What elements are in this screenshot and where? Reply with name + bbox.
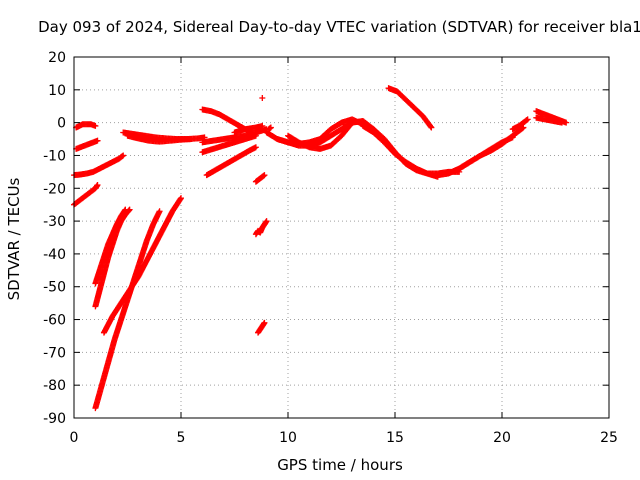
y-tick-label: -40 (43, 247, 66, 263)
series-arc-15 (231, 122, 266, 136)
y-tick-label: -20 (43, 181, 66, 197)
data-point (156, 208, 163, 215)
data-point (261, 319, 268, 326)
data-point (259, 95, 266, 102)
series-arc-01 (73, 121, 99, 131)
x-axis-label: GPS time / hours (277, 456, 403, 474)
axis-ticks: 0 5 10 15 20 25 -90 -80 -70 -60 -50 -40 -30 -20 -10 0 10… (43, 50, 618, 446)
series-arc-19 (359, 122, 441, 180)
series-arc-29 (259, 95, 266, 102)
y-tick-label: -80 (43, 378, 66, 394)
y-tick-label: -90 (43, 411, 66, 427)
x-tick-label: 25 (600, 430, 618, 446)
y-tick-label: 20 (48, 50, 66, 66)
x-tick-label: 0 (70, 430, 79, 446)
series-arc-25 (533, 114, 565, 126)
series-arc-22 (445, 124, 527, 177)
data-point (523, 117, 530, 124)
data-markers (71, 85, 570, 412)
data-point (259, 122, 266, 129)
data-point (252, 132, 259, 139)
data-point (428, 124, 435, 131)
grid (74, 57, 609, 418)
series-arc-08 (100, 195, 184, 336)
series-arc-13 (199, 132, 259, 156)
y-tick-label: -60 (43, 313, 66, 329)
data-point (125, 207, 132, 214)
plot-frame (73, 56, 610, 419)
y-tick-label: -50 (43, 280, 66, 296)
data-point (558, 119, 565, 126)
chart-title: Day 093 of 2024, Sidereal Day-to-day VTE… (38, 18, 640, 36)
series-arc-10 (124, 132, 195, 145)
x-tick-label: 5 (177, 430, 186, 446)
y-tick-label: -10 (43, 148, 66, 164)
y-tick-label: 0 (57, 116, 66, 132)
data-point (524, 116, 531, 123)
x-tick-label: 20 (493, 430, 511, 446)
x-tick-label: 10 (279, 430, 297, 446)
y-tick-label: -70 (43, 345, 66, 361)
data-point (120, 152, 127, 159)
data-point (126, 206, 133, 213)
data-point (252, 144, 259, 151)
series-arc-28 (252, 172, 268, 185)
series-arc-12 (199, 126, 270, 146)
data-point (119, 153, 126, 160)
data-point (263, 218, 270, 225)
y-axis-label: SDTVAR / TECUs (5, 177, 23, 300)
y-tick-label: -30 (43, 214, 66, 230)
series-arc-14 (203, 144, 259, 179)
series-arc-26 (255, 319, 268, 336)
series-arc-07 (92, 208, 163, 412)
data-point (94, 137, 101, 144)
data-point (427, 123, 434, 130)
series-arc-20 (385, 85, 435, 131)
data-point (267, 124, 274, 131)
data-point (188, 136, 195, 143)
data-point (94, 181, 101, 188)
x-tick-label: 15 (386, 430, 404, 446)
series-arc-04 (71, 181, 101, 208)
series-arc-30 (265, 124, 274, 133)
series-arc-06 (92, 206, 133, 310)
series-arc-27 (252, 218, 270, 238)
data-point (178, 195, 184, 202)
series-arc-23 (509, 116, 531, 133)
series-arc-02 (73, 137, 101, 152)
series-arc-03 (71, 152, 127, 179)
data-point (92, 122, 99, 129)
y-tick-label: 10 (48, 83, 66, 99)
series-arc-18 (285, 117, 463, 177)
data-point (261, 172, 268, 179)
